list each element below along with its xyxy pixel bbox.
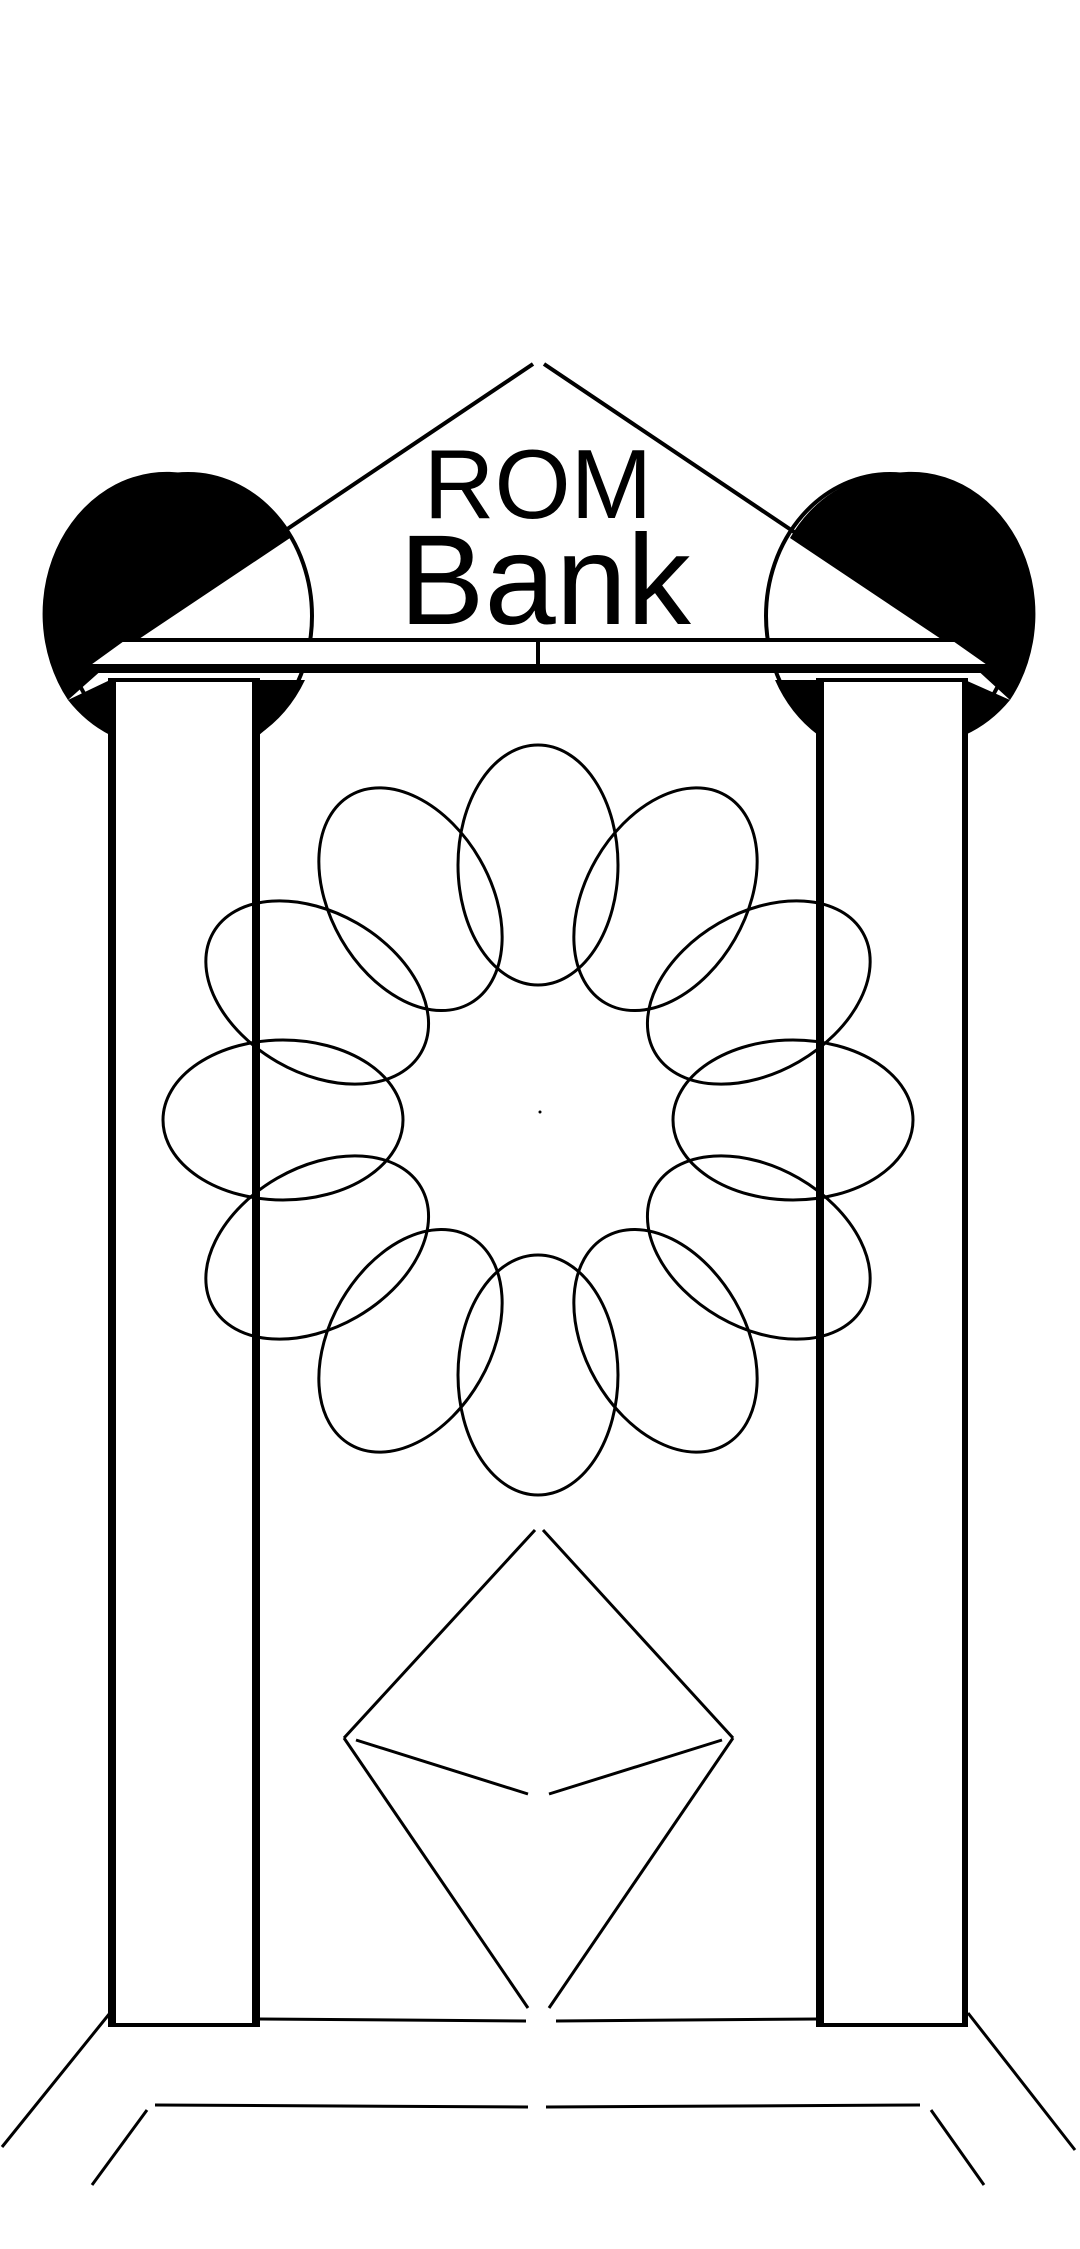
dial-center-dot	[538, 1110, 542, 1114]
right-column	[816, 678, 968, 2027]
ethereum-diamond-icon	[342, 1528, 735, 2009]
roof	[120, 362, 957, 642]
logo-rom-text: ROM	[424, 429, 653, 539]
dial-petal	[317, 1227, 504, 1454]
dial-petal	[317, 786, 504, 1013]
left-column	[108, 678, 260, 2027]
entablature	[79, 638, 999, 673]
dial-petal	[572, 1227, 759, 1454]
floor-steps	[0, 2012, 1077, 2186]
dial-petal	[671, 1038, 915, 1202]
dial-petal	[456, 1253, 620, 1497]
dial-petal	[456, 743, 620, 987]
dial-petal	[645, 899, 872, 1086]
dial-petal	[204, 899, 431, 1086]
logo-bank-text: Bank	[399, 509, 692, 652]
vault-dial-ring	[161, 743, 915, 1497]
dial-petal	[572, 786, 759, 1013]
dial-petal	[204, 1154, 431, 1341]
dial-petal	[161, 1038, 405, 1202]
dial-petal	[645, 1154, 872, 1341]
